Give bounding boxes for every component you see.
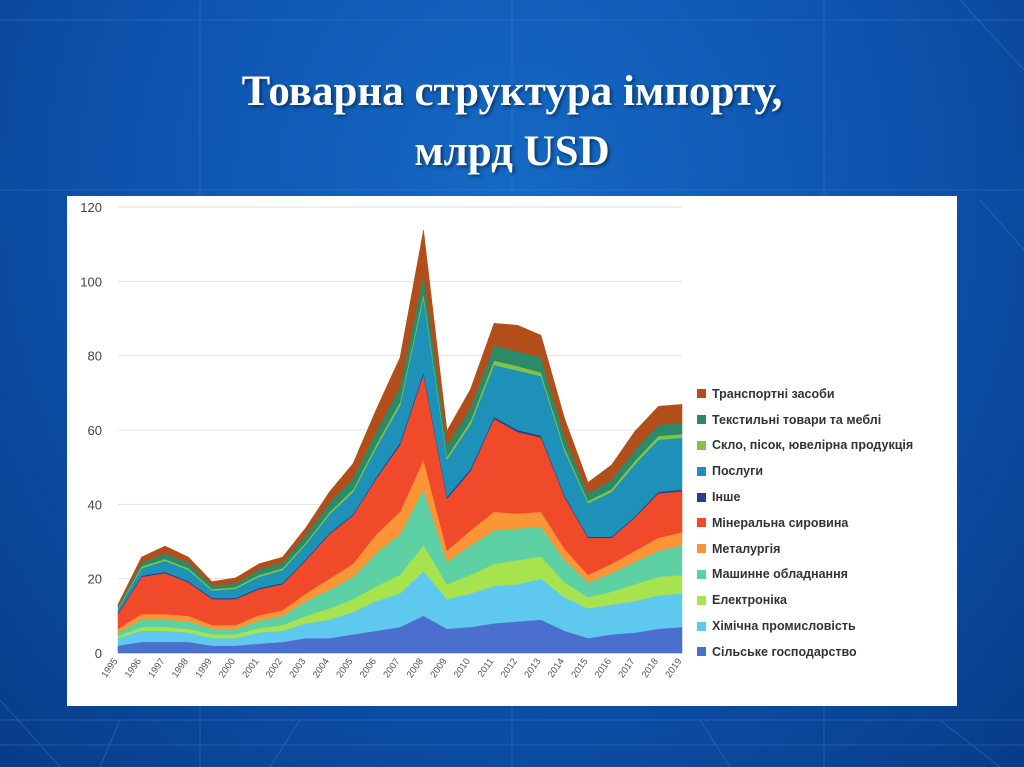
legend-label: Електроніка <box>712 593 787 608</box>
legend-label: Текстильні товари та меблі <box>712 412 882 427</box>
legend-label: Хімічна промисловість <box>712 619 856 634</box>
legend-item: Металургія <box>697 536 952 562</box>
x-tick-label: 2015 <box>569 656 590 680</box>
stacked-area-chart: 0 20 40 60 80 100 120 1995 1996 1997 1998 1999 2000… <box>80 200 684 680</box>
legend-label: Мінеральна сировина <box>712 515 849 530</box>
x-tick-label: 2004 <box>311 656 332 680</box>
x-tick-label: 2009 <box>428 656 449 680</box>
legend-swatch <box>697 492 706 502</box>
x-tick-label: 2012 <box>499 656 520 680</box>
x-tick-label: 2008 <box>405 656 426 680</box>
x-tick-label: 2006 <box>358 656 379 680</box>
x-tick-label: 1996 <box>123 656 144 680</box>
x-axis-ticks: 1995 1996 1997 1998 1999 2000 2001 2002 2003 2004… <box>99 656 684 680</box>
chart-panel: 0 20 40 60 80 100 120 1995 1996 1997 1998 1999 2000… <box>67 196 957 706</box>
legend-label: Інше <box>712 490 741 505</box>
legend-swatch <box>697 440 706 450</box>
legend-item: Електроніка <box>697 587 952 613</box>
x-tick-label: 2013 <box>522 656 543 680</box>
x-tick-label: 2016 <box>593 656 614 680</box>
slide-title-line2: млрд USD <box>414 128 610 175</box>
x-tick-label: 2007 <box>381 656 402 680</box>
x-tick-label: 2001 <box>240 656 261 680</box>
legend-item: Мінеральна сировина <box>697 510 952 536</box>
legend-item: Сільське господарство <box>697 639 952 665</box>
x-tick-label: 2011 <box>476 656 497 679</box>
legend-label: Машинне обладнання <box>712 567 848 582</box>
legend-swatch <box>697 621 706 631</box>
y-tick-label: 0 <box>95 646 102 661</box>
legend-item: Послуги <box>697 458 952 484</box>
legend-swatch <box>697 466 706 476</box>
legend-swatch <box>697 595 706 605</box>
y-tick-label: 100 <box>80 274 102 289</box>
legend: Транспортні засоби Текстильні товари та м… <box>697 381 952 665</box>
area-series-band <box>117 229 683 607</box>
legend-label: Транспортні засоби <box>712 386 835 401</box>
legend-swatch <box>697 415 706 425</box>
x-tick-label: 2018 <box>640 656 661 680</box>
y-tick-label: 40 <box>88 497 102 512</box>
x-tick-label: 2002 <box>264 656 285 680</box>
legend-swatch <box>697 647 706 657</box>
y-tick-label: 120 <box>80 200 102 215</box>
x-tick-label: 1997 <box>146 656 167 680</box>
x-tick-label: 1998 <box>170 656 191 680</box>
legend-item: Текстильні товари та меблі <box>697 407 952 433</box>
x-tick-label: 2014 <box>546 656 567 680</box>
area-series <box>117 229 683 654</box>
legend-swatch <box>697 569 706 579</box>
x-tick-label: 2019 <box>663 656 684 680</box>
slide-title-line1: Товарна структура імпорту, <box>241 68 783 115</box>
legend-swatch <box>697 518 706 528</box>
x-tick-label: 2010 <box>452 656 473 680</box>
y-axis-ticks: 0 20 40 60 80 100 120 <box>80 200 102 661</box>
slide-title: Товарна структура імпорту, млрд USD <box>0 62 1024 182</box>
legend-item: Транспортні засоби <box>697 381 952 407</box>
legend-swatch <box>697 544 706 554</box>
x-tick-label: 2017 <box>616 656 637 680</box>
y-tick-label: 60 <box>88 423 102 438</box>
legend-label: Металургія <box>712 541 781 556</box>
legend-item: Машинне обладнання <box>697 562 952 588</box>
legend-item: Хімічна промисловість <box>697 613 952 639</box>
x-tick-label: 1999 <box>193 656 214 680</box>
legend-label: Скло, пісок, ювелірна продукція <box>712 438 914 453</box>
x-tick-label: 2003 <box>287 656 308 680</box>
legend-item: Інше <box>697 484 952 510</box>
legend-label: Сільське господарство <box>712 644 857 659</box>
legend-swatch <box>697 389 706 399</box>
legend-item: Скло, пісок, ювелірна продукція <box>697 433 952 459</box>
legend-label: Послуги <box>712 464 764 479</box>
x-tick-label: 2005 <box>334 656 355 680</box>
y-tick-label: 80 <box>88 349 102 364</box>
x-tick-label: 1995 <box>99 656 120 680</box>
x-tick-label: 2000 <box>217 656 238 680</box>
y-tick-label: 20 <box>88 572 102 587</box>
